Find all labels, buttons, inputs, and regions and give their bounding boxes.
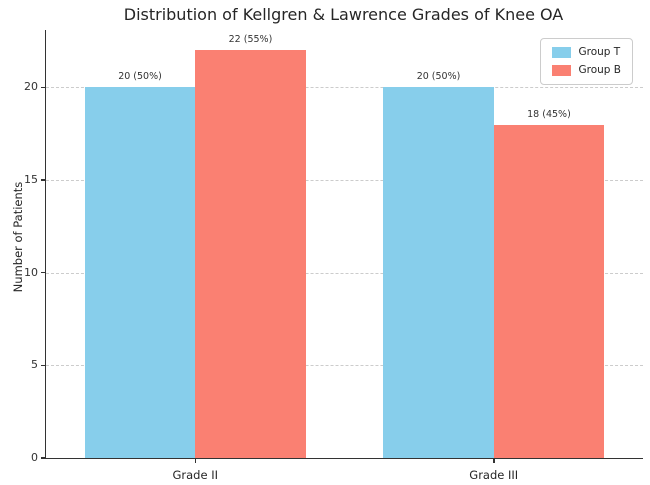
y-tick-label: 15 [24,173,38,187]
y-tick-mark [41,86,46,89]
bar-value-label: 20 (50%) [118,71,162,83]
legend-label: Group B [578,64,621,76]
gridline [46,365,643,367]
legend-label: Group T [578,46,621,58]
y-tick-label: 5 [31,358,38,372]
x-tick-label: Grade II [172,468,218,482]
y-tick-mark [41,364,46,367]
x-tick-mark [493,458,495,463]
legend-swatch [552,47,572,58]
plot-area: Group T Group B 0 5 10 15 20 20 (50%) 22 (55%) G… [24,30,643,482]
legend: Group T Group B [540,38,633,85]
y-tick-mark [41,271,46,274]
chart-title: Distribution of Kellgren & Lawrence Grad… [123,5,564,24]
y-axis-label: Number of Patients [11,181,25,293]
legend-entry: Group T [552,47,621,58]
gridline [46,180,643,182]
bar-value-label: 18 (45%) [527,108,571,120]
bar-value-label: 20 (50%) [416,71,461,83]
y-tick-label: 0 [31,451,38,464]
legend-swatch [552,65,572,76]
gridline [46,272,643,274]
bar-group-t-grade-iii [383,87,494,458]
legend-entry: Group B [552,65,621,76]
x-tick-mark [194,458,196,463]
bar-value-label: 22 (55%) [228,34,273,46]
y-tick-label: 10 [24,265,38,279]
gridline [46,87,643,89]
x-tick-label: Grade III [469,468,519,482]
bar-group-b-grade-iii [493,124,605,458]
y-tick-mark [41,457,46,459]
bar-group-b-grade-ii [195,50,306,458]
y-tick-label: 20 [24,80,38,94]
bar-group-t-grade-ii [84,87,196,458]
y-tick-mark [41,179,46,181]
